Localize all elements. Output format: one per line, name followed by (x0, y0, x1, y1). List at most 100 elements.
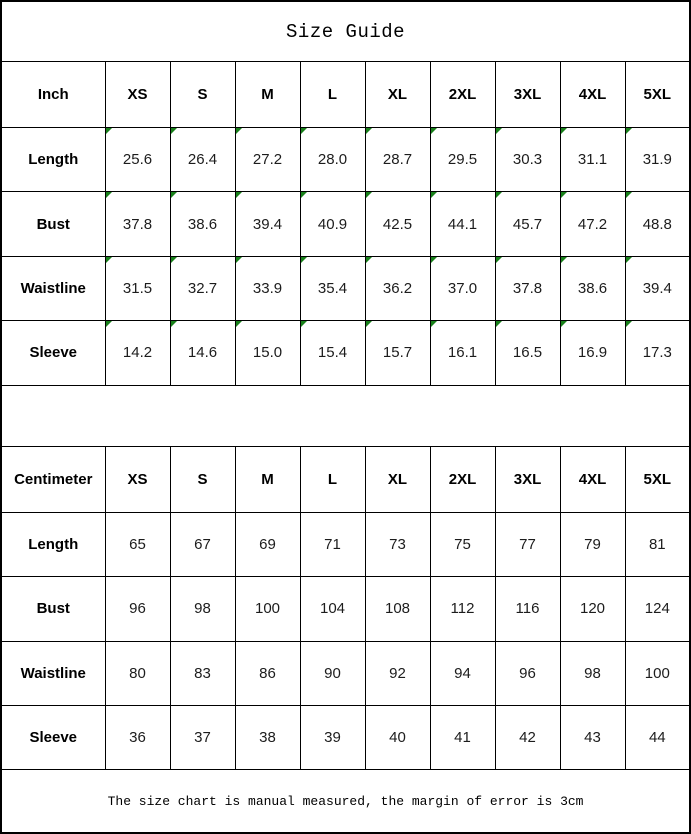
cm-value-cell: 77 (494, 511, 561, 578)
inch-value-cell: 32.7 (169, 255, 236, 322)
inch-value-cell: 31.5 (104, 255, 171, 322)
cm-header-row: Centimeter XS S M L XL 2XL 3XL 4XL 5XL (0, 446, 691, 513)
inch-value-cell: 33.9 (234, 255, 301, 322)
inch-value-cell: 39.4 (624, 255, 691, 322)
cm-value-cell: 36 (104, 704, 171, 771)
spacer-cell (0, 384, 691, 448)
cm-col-header-s: S (169, 446, 236, 513)
green-triangle-flag-icon (366, 321, 372, 328)
cell-value: 33.9 (252, 280, 283, 298)
green-triangle-flag-icon (301, 128, 307, 134)
cm-value-cell: 37 (169, 704, 236, 771)
inch-unit-header: Inch (0, 61, 106, 128)
cell-value: 14.2 (122, 344, 153, 362)
cell-value: 47.2 (577, 215, 608, 233)
cm-col-header-xl: XL (364, 446, 431, 513)
green-triangle-flag-icon (236, 257, 242, 263)
green-triangle-flag-icon (431, 192, 437, 199)
cm-value-cell: 73 (364, 511, 431, 578)
green-triangle-flag-icon (236, 321, 242, 328)
cm-row-label-length: Length (0, 511, 106, 578)
inch-value-cell: 26.4 (169, 126, 236, 193)
cm-value-cell: 43 (559, 704, 626, 771)
cm-value-cell: 38 (234, 704, 301, 771)
footer-row: The size chart is manual measured, the m… (0, 769, 691, 834)
green-triangle-flag-icon (496, 128, 502, 134)
green-triangle-flag-icon (106, 321, 112, 328)
green-triangle-flag-icon (626, 321, 632, 328)
cm-value-cell: 42 (494, 704, 561, 771)
cell-value: 31.5 (122, 280, 153, 298)
cm-value-cell: 40 (364, 704, 431, 771)
cm-col-header-xs: XS (104, 446, 171, 513)
inch-value-cell: 15.7 (364, 320, 431, 386)
cm-value-cell: 100 (624, 640, 691, 706)
cell-value: 37.8 (512, 280, 543, 298)
cm-value-cell: 112 (429, 576, 496, 642)
green-triangle-flag-icon (561, 321, 567, 328)
inch-value-cell: 37.8 (494, 255, 561, 322)
cm-row-bust: Bust 96 98 100 104 108 112 116 120 124 (0, 576, 691, 642)
cm-value-cell: 100 (234, 576, 301, 642)
cm-value-cell: 80 (104, 640, 171, 706)
cm-col-header-3xl: 3XL (494, 446, 561, 513)
inch-value-cell: 28.7 (364, 126, 431, 193)
green-triangle-flag-icon (301, 192, 307, 199)
cell-value: 39.4 (642, 280, 672, 298)
cell-value: 38.6 (187, 215, 218, 233)
inch-row-label-waistline: Waistline (0, 255, 106, 322)
inch-value-cell: 45.7 (494, 191, 561, 257)
cell-value: 48.8 (642, 215, 672, 233)
inch-row-label-length: Length (0, 126, 106, 193)
inch-value-cell: 15.0 (234, 320, 301, 386)
page-title: Size Guide (0, 0, 691, 63)
cm-value-cell: 65 (104, 511, 171, 578)
inch-col-header-xl: XL (364, 61, 431, 128)
spacer-row (0, 384, 691, 448)
cell-value: 37.8 (122, 215, 153, 233)
green-triangle-flag-icon (626, 257, 632, 263)
inch-col-header-3xl: 3XL (494, 61, 561, 128)
cm-unit-header: Centimeter (0, 446, 106, 513)
cm-value-cell: 98 (169, 576, 236, 642)
cell-value: 37.0 (447, 280, 478, 298)
cell-value: 16.9 (577, 344, 608, 362)
cell-value: 40.9 (317, 215, 348, 233)
cm-row-sleeve: Sleeve 36 37 38 39 40 41 42 43 44 (0, 704, 691, 771)
cm-value-cell: 96 (104, 576, 171, 642)
cell-value: 28.0 (317, 151, 348, 169)
cell-value: 36.2 (382, 280, 413, 298)
cm-value-cell: 44 (624, 704, 691, 771)
cm-value-cell: 90 (299, 640, 366, 706)
green-triangle-flag-icon (106, 192, 112, 199)
cm-value-cell: 94 (429, 640, 496, 706)
cell-value: 44.1 (447, 215, 478, 233)
cell-value: 14.6 (187, 344, 218, 362)
cm-value-cell: 69 (234, 511, 301, 578)
inch-value-cell: 16.9 (559, 320, 626, 386)
cm-value-cell: 92 (364, 640, 431, 706)
cell-value: 42.5 (382, 215, 413, 233)
inch-col-header-l: L (299, 61, 366, 128)
inch-row-label-bust: Bust (0, 191, 106, 257)
inch-value-cell: 16.5 (494, 320, 561, 386)
inch-row-waistline: Waistline 31.5 32.7 33.9 35.4 36.2 37.0 … (0, 255, 691, 322)
cell-value: 31.1 (577, 151, 608, 169)
green-triangle-flag-icon (561, 128, 567, 134)
green-triangle-flag-icon (366, 128, 372, 134)
inch-col-header-2xl: 2XL (429, 61, 496, 128)
green-triangle-flag-icon (496, 321, 502, 328)
cell-value: 15.0 (252, 344, 283, 362)
cell-value: 15.4 (317, 344, 348, 362)
inch-value-cell: 44.1 (429, 191, 496, 257)
cell-value: 31.9 (642, 151, 672, 169)
green-triangle-flag-icon (106, 257, 112, 263)
green-triangle-flag-icon (106, 128, 112, 134)
cell-value: 28.7 (382, 151, 413, 169)
cell-value: 39.4 (252, 215, 283, 233)
inch-row-bust: Bust 37.8 38.6 39.4 40.9 42.5 44.1 45.7 … (0, 191, 691, 257)
cm-value-cell: 83 (169, 640, 236, 706)
green-triangle-flag-icon (431, 128, 437, 134)
inch-value-cell: 37.0 (429, 255, 496, 322)
